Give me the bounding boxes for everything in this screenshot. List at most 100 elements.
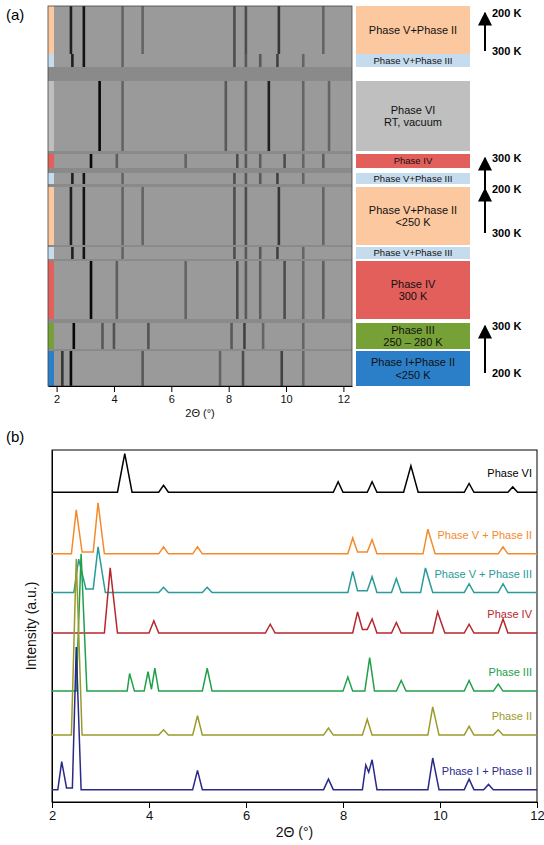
band-label-box (356, 247, 470, 259)
peak-line (328, 81, 331, 151)
peak-line (322, 187, 325, 245)
plot-frame (52, 450, 537, 802)
peak-line (184, 154, 187, 168)
x-tick: 12 (530, 802, 544, 823)
x-tick-mark (440, 802, 441, 808)
peak-line (233, 247, 236, 259)
x-tick: 2 (49, 802, 56, 823)
peak-line (71, 173, 74, 184)
peak-line (302, 323, 305, 349)
band-image (48, 54, 352, 67)
x-tick-mark (57, 386, 58, 392)
x-tick-mark (246, 802, 247, 808)
band-label: Phase V+Phase II (369, 24, 457, 36)
peak-line (83, 187, 86, 245)
x-tick: 10 (280, 386, 292, 405)
peak-line (233, 6, 236, 54)
x-tick-label: 10 (280, 393, 292, 405)
peak-line (90, 261, 93, 319)
peak-line (262, 323, 265, 349)
peak-line (101, 323, 104, 349)
band-strip (48, 247, 54, 259)
peak-line (225, 81, 228, 151)
x-tick-label: 2 (49, 808, 56, 823)
series-label: Phase I + Phase II (442, 765, 532, 777)
x-tick-label: 12 (530, 808, 544, 823)
peak-line (141, 6, 144, 54)
series-line (52, 547, 537, 593)
band-label: RT, vacuum (384, 116, 442, 128)
ramp-label: 200 K (492, 7, 521, 19)
x-axis-title: 2Θ (°) (185, 407, 214, 419)
peak-line (236, 261, 239, 319)
x-tick-label: 4 (146, 808, 153, 823)
peak-line (302, 261, 305, 319)
band-image (48, 323, 352, 349)
x-tick: 6 (243, 802, 250, 823)
ramp-arrow (484, 326, 486, 373)
band-label: <250 K (395, 216, 431, 228)
band-label-box (356, 351, 470, 386)
x-tick-mark (52, 802, 53, 808)
x-tick: 6 (169, 386, 175, 405)
panel-letter: (b) (6, 428, 24, 445)
band-label-box (356, 6, 470, 54)
ramp-label: 200 K (492, 367, 521, 379)
series-line (52, 454, 537, 493)
ramp-label: 300 K (492, 227, 521, 239)
plot-lines (52, 454, 537, 790)
band-label-box (356, 323, 470, 349)
peak-line (278, 187, 281, 245)
band-label: <250 K (395, 369, 431, 381)
peak-line (83, 173, 86, 184)
series-line (52, 559, 537, 735)
y-axis (52, 451, 53, 803)
peak-line (276, 54, 279, 67)
x-tick-mark (171, 386, 172, 392)
band-label-box (356, 81, 470, 151)
y-axis-line (52, 451, 53, 803)
peak-line (121, 6, 124, 54)
peak-line (245, 81, 248, 151)
ramp-arrow (484, 189, 486, 233)
band-strip (48, 261, 54, 319)
series-label: Phase V + Phase II (438, 529, 532, 541)
band-label: Phase I+Phase II (371, 356, 455, 368)
peak-line (259, 154, 262, 168)
ramp-arrow (484, 13, 486, 51)
series-line (52, 568, 537, 633)
band-image (48, 173, 352, 184)
peak-line (83, 247, 86, 259)
peak-line (113, 323, 116, 349)
band-label: Phase V+Phase II (369, 204, 457, 216)
peak-line (245, 173, 248, 184)
peak-line (278, 6, 281, 54)
peak-line (121, 187, 124, 245)
x-tick-mark (286, 386, 287, 392)
peak-line (259, 247, 262, 259)
peak-line (259, 54, 262, 67)
x-axis: 24681012 (49, 386, 353, 405)
peak-line (276, 247, 279, 259)
series-label: Phase III (489, 666, 532, 678)
series-line (52, 503, 537, 554)
ramp-label: 200 K (492, 183, 521, 195)
ramp-arrow (484, 158, 486, 189)
figure: (a)Phase V+Phase IIPhase V+Phase IIIPhas… (0, 0, 544, 845)
peak-line (116, 154, 119, 168)
peak-line (245, 6, 248, 54)
x-axis-line (49, 386, 353, 387)
x-tick-label: 10 (433, 808, 447, 823)
band-image (48, 261, 352, 319)
peak-line (302, 54, 305, 67)
peak-line (243, 323, 246, 349)
peak-line (98, 81, 101, 151)
peak-line (302, 154, 305, 168)
peak-line (219, 351, 222, 386)
peak-line (121, 54, 124, 67)
peak-line (141, 351, 144, 386)
peak-line (242, 351, 245, 386)
band-image (48, 247, 352, 259)
series-line (52, 554, 537, 691)
peak-line (90, 154, 93, 168)
